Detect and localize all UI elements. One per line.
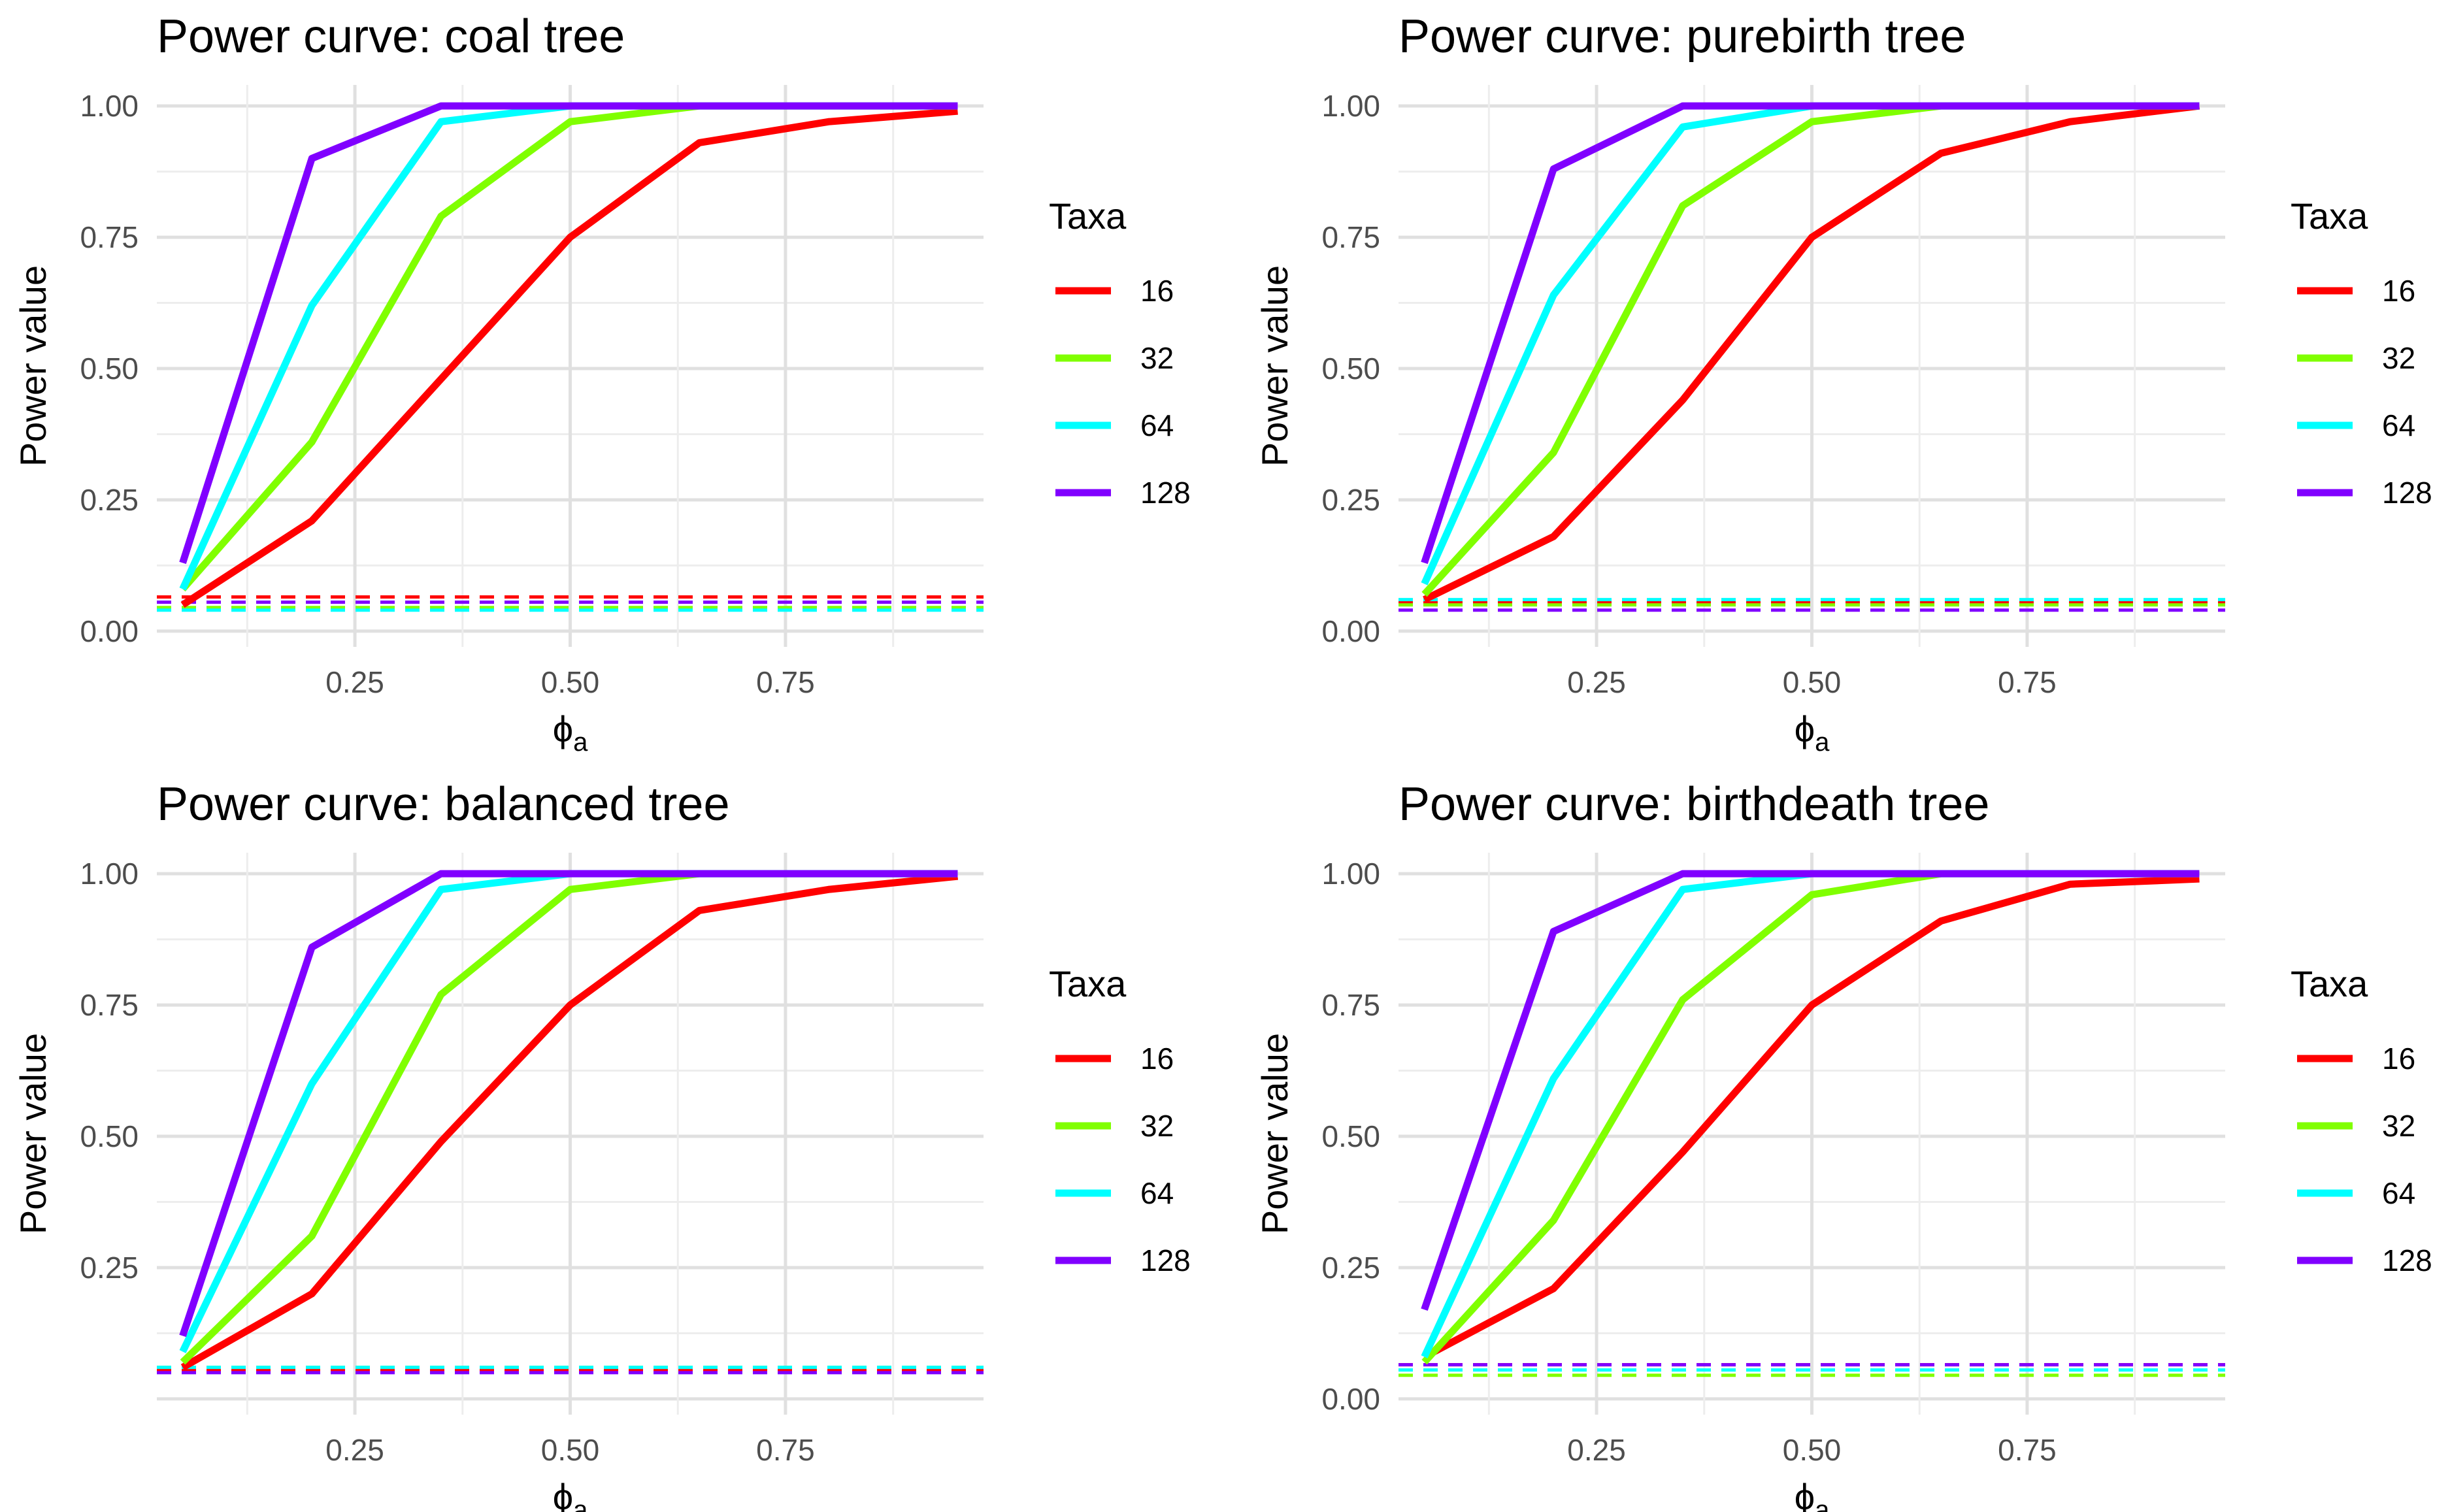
y-axis-label: Power value [1254,1033,1295,1234]
chart-title: Power curve: coal tree [157,10,625,63]
y-axis-label: Power value [12,265,54,467]
y-tick-label: 0.75 [80,220,139,254]
x-axis-label-symbol: ϕ [1795,1476,1815,1512]
legend-label-128: 128 [1140,476,1191,510]
y-tick-label: 0.50 [1321,1119,1380,1153]
chart-panel-1: Power curve: coal tree 0.00 0.25 0.50 0.75 1.… [12,10,1191,757]
legend: Taxa 16 32 64 128 [2291,195,2432,510]
x-axis-label: ϕa [553,708,588,757]
chart-title: Power curve: purebirth tree [1399,10,1966,63]
y-tick-label: 0.25 [1321,1251,1380,1285]
x-tick-label: 0.25 [1567,665,1626,699]
y-tick-label: 0.00 [80,614,139,648]
y-tick-label: 0.25 [1321,483,1380,517]
legend: Taxa 16 32 64 128 [1049,195,1191,510]
x-tick-label: 0.50 [1783,1433,1842,1467]
threshold-lines [157,1366,984,1375]
series-line-128 [1421,870,2200,1311]
x-axis-label-symbol: ϕ [1795,708,1815,749]
series-line-16 [180,107,958,608]
y-tick-label: 0.00 [1321,1382,1380,1416]
series-line-16 [1422,875,2200,1360]
y-tick-label: 1.00 [1321,89,1380,123]
grid [157,853,984,1415]
x-axis-label-symbol: ϕ [553,1476,573,1512]
x-tick-label: 0.75 [1998,665,2057,699]
x-axis-label-symbol: ϕ [553,708,573,749]
y-tick-label: 0.25 [80,483,139,517]
legend-label-32: 32 [2382,1109,2415,1143]
legend-label-16: 16 [1140,1042,1174,1076]
y-tick-label: 0.25 [80,1251,139,1285]
legend-label-128: 128 [2382,476,2432,510]
legend-label-32: 32 [2382,341,2415,375]
y-axis-label: Power value [12,1033,54,1234]
chart-title: Power curve: balanced tree [157,778,729,830]
legend-label-64: 64 [2382,408,2415,442]
x-tick-label: 0.25 [1567,1433,1626,1467]
threshold-lines [157,595,984,612]
x-tick-label: 0.75 [756,665,815,699]
legend-title: Taxa [1049,195,1127,237]
legend-label-128: 128 [1140,1243,1191,1277]
series-line-128 [179,102,958,565]
series-line-16 [180,872,959,1371]
legend-label-128: 128 [2382,1243,2432,1277]
x-axis-label-subscript: a [1815,1496,1830,1512]
y-tick-label: 0.50 [80,352,139,386]
series-lines [1421,102,2200,603]
series-lines [179,102,958,608]
legend-label-32: 32 [1140,1109,1174,1143]
x-axis-label-subscript: a [1815,728,1830,757]
legend-label-16: 16 [1140,274,1174,308]
series-line-128 [179,870,958,1338]
legend-label-16: 16 [2382,274,2415,308]
x-axis-label-subscript: a [573,1496,588,1512]
y-axis-label: Power value [1254,265,1295,467]
y-tick-label: 0.50 [1321,352,1380,386]
series-lines [179,870,959,1371]
y-tick-label: 1.00 [80,857,139,891]
y-tick-label: 0.75 [1321,220,1380,254]
y-tick-label: 1.00 [80,89,139,123]
legend: Taxa 16 32 64 128 [2291,963,2432,1277]
threshold-lines [1399,598,2225,612]
x-tick-label: 0.75 [756,1433,815,1467]
chart-panel-4: Power curve: birthdeath tree 0.00 0.25 0.50… [1254,778,2432,1512]
legend-title: Taxa [2291,963,2368,1004]
y-tick-label: 1.00 [1321,857,1380,891]
x-axis-label: ϕa [1795,1476,1830,1512]
legend: Taxa 16 32 64 128 [1049,963,1191,1277]
x-tick-label: 0.25 [325,665,384,699]
chart-title: Power curve: birthdeath tree [1399,778,1989,830]
legend-label-16: 16 [2382,1042,2415,1076]
legend-label-64: 64 [1140,1176,1174,1210]
chart-panel-3: Power curve: balanced tree 0.25 0.50 0.75 1.… [12,778,1191,1512]
y-tick-label: 0.75 [1321,988,1380,1022]
legend-title: Taxa [1049,963,1127,1004]
legend-label-32: 32 [1140,341,1174,375]
series-line-128 [1421,102,2200,565]
x-tick-label: 0.50 [541,665,600,699]
grid [1399,853,2225,1415]
series-line-16 [1423,102,2200,603]
series-lines [1421,870,2200,1365]
x-axis-label: ϕa [1795,708,1830,757]
legend-label-64: 64 [1140,408,1174,442]
x-tick-label: 0.25 [325,1433,384,1467]
chart-panel-2: Power curve: purebirth tree 0.00 0.25 0.50 0… [1254,10,2432,757]
y-tick-label: 0.75 [80,988,139,1022]
threshold-lines [1399,1363,2225,1377]
y-tick-label: 0.50 [80,1119,139,1153]
x-tick-label: 0.50 [1783,665,1842,699]
y-tick-label: 0.00 [1321,614,1380,648]
legend-title: Taxa [2291,195,2368,237]
x-axis-label-subscript: a [573,728,588,757]
x-tick-label: 0.50 [541,1433,600,1467]
legend-label-64: 64 [2382,1176,2415,1210]
x-tick-label: 0.75 [1998,1433,2057,1467]
x-axis-label: ϕa [553,1476,588,1512]
